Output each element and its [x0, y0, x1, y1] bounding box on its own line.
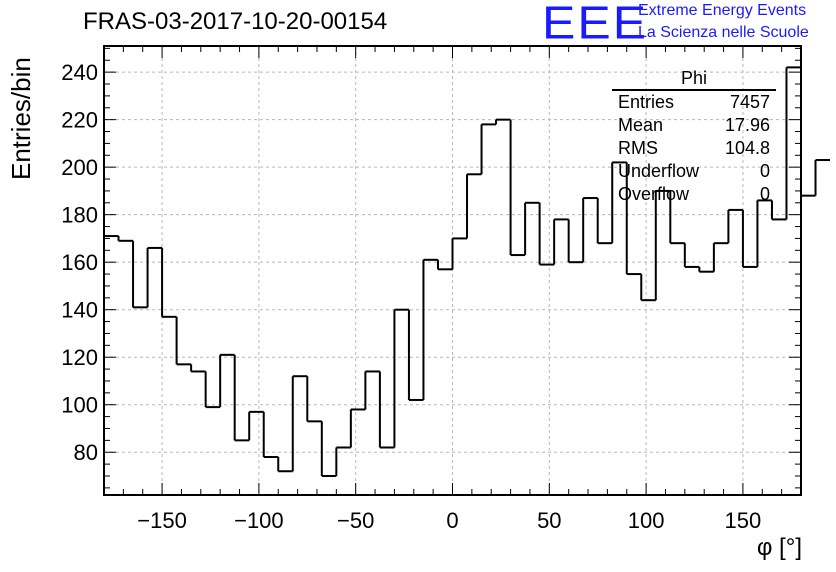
stats-value: 7457 [729, 92, 770, 112]
stats-title: Phi [680, 68, 707, 88]
y-tick-label: 80 [74, 440, 98, 465]
x-tick-label: 50 [537, 508, 561, 533]
stats-label: Mean [618, 115, 664, 135]
logo-caption-line2: La Scienza nelle Scuole [638, 24, 809, 41]
y-tick-label: 140 [61, 298, 98, 323]
chart-title: FRAS-03-2017-10-20-00154 [83, 8, 388, 35]
stats-value: 17.96 [724, 115, 770, 135]
stats-row-underflow: Underflow 0 [618, 161, 770, 183]
stats-row-overflow: Overflow 0 [618, 184, 770, 206]
stats-label: Underflow [618, 161, 700, 181]
y-tick-label: 220 [61, 108, 98, 133]
stats-value: 0 [759, 184, 770, 204]
y-tick-label: 200 [61, 155, 98, 180]
stats-value: 104.8 [724, 138, 770, 158]
stats-value: 0 [759, 161, 770, 181]
stats-row-rms: RMS 104.8 [618, 138, 770, 160]
x-tick-label: −50 [337, 508, 374, 533]
stats-label: Overflow [618, 184, 690, 204]
y-tick-label: 160 [61, 250, 98, 275]
stats-row-entries: Entries 7457 [618, 92, 770, 114]
eee-logo: EEE [542, 0, 649, 49]
logo-caption-line1: Extreme Energy Events [638, 2, 807, 19]
y-tick-label: 240 [61, 60, 98, 85]
stats-box: Phi Entries 7457 Mean 17.96 RMS 104.8 Un… [612, 68, 776, 208]
stats-label: RMS [618, 138, 658, 158]
x-tick-label: 0 [446, 508, 458, 533]
y-tick-label: 120 [61, 345, 98, 370]
x-tick-label: −100 [234, 508, 284, 533]
y-axis-title: Entries/bin [6, 57, 36, 180]
stats-row-mean: Mean 17.96 [618, 115, 770, 137]
stats-label: Entries [618, 92, 675, 112]
y-tick-label: 100 [61, 393, 98, 418]
x-tick-label: −150 [137, 508, 187, 533]
stats-divider [612, 89, 776, 91]
x-tick-label: 100 [628, 508, 665, 533]
y-tick-label: 180 [61, 203, 98, 228]
x-axis-title: φ [°] [756, 534, 802, 561]
x-tick-label: 150 [725, 508, 762, 533]
